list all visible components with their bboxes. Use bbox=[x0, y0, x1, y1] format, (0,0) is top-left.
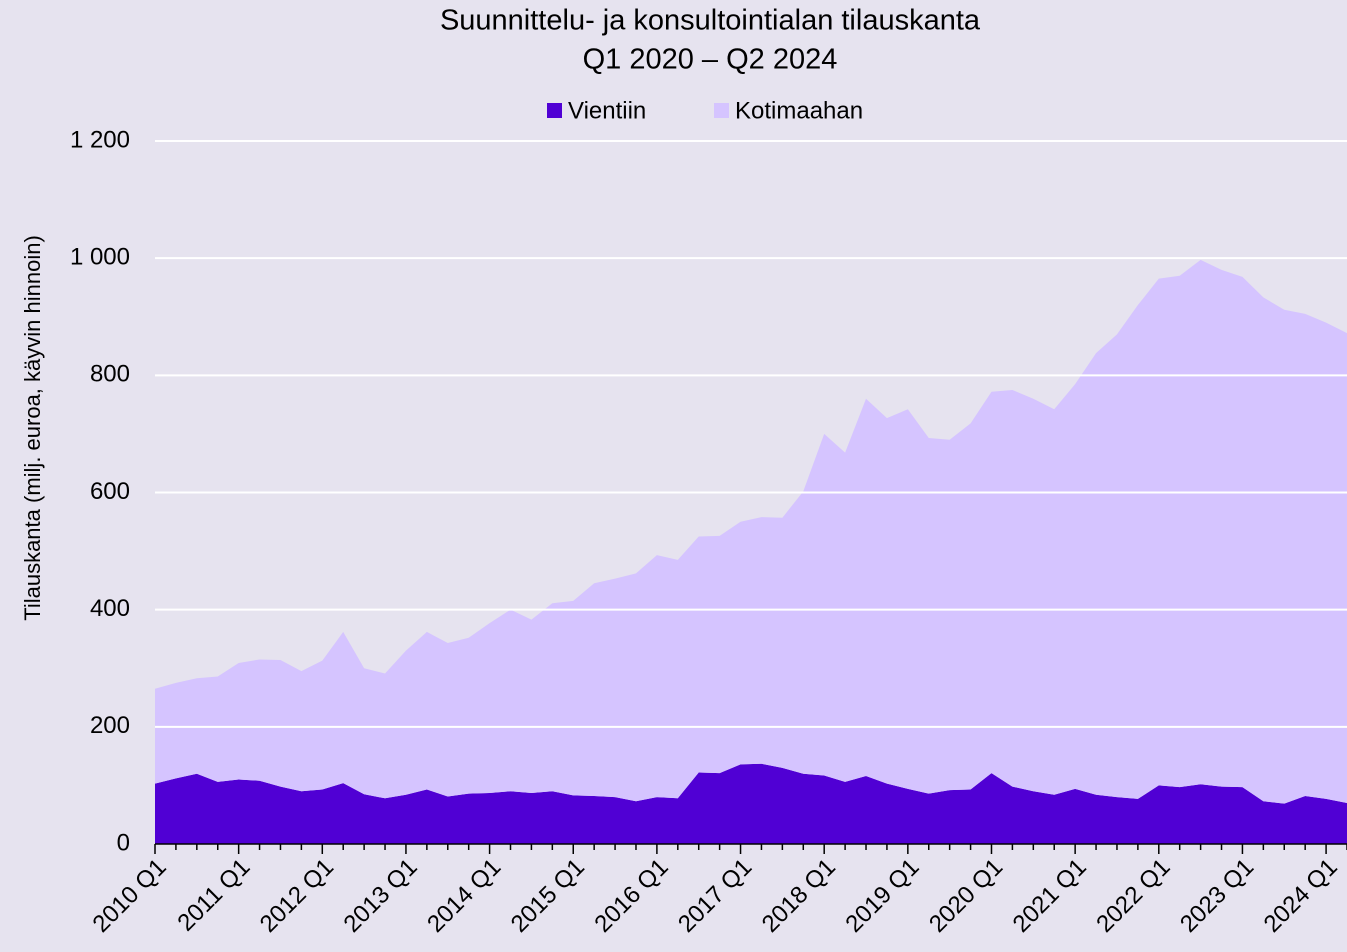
y-tick-label: 600 bbox=[90, 478, 130, 505]
legend-swatch bbox=[547, 103, 562, 118]
y-tick-label: 400 bbox=[90, 595, 130, 622]
y-tick-label: 200 bbox=[90, 712, 130, 739]
legend-label: Vientiin bbox=[568, 97, 646, 124]
legend-swatch bbox=[714, 103, 729, 118]
x-tick-label: 2013 Q1 bbox=[338, 854, 422, 938]
x-tick-label: 2018 Q1 bbox=[757, 854, 841, 938]
x-tick-label: 2011 Q1 bbox=[172, 854, 255, 937]
x-tick-label: 2016 Q1 bbox=[589, 854, 673, 938]
area bbox=[155, 259, 1347, 804]
x-tick-label: 2010 Q1 bbox=[88, 854, 172, 938]
area bbox=[155, 763, 1347, 844]
y-tick-label: 1 200 bbox=[70, 126, 130, 153]
x-tick-label: 2012 Q1 bbox=[255, 854, 339, 938]
x-tick-label: 2021 Q1 bbox=[1008, 854, 1092, 938]
x-tick-label: 2022 Q1 bbox=[1091, 854, 1175, 938]
x-tick-label: 2015 Q1 bbox=[506, 854, 590, 938]
y-axis-label: Tilauskanta (milj. euroa, käyvin hinnoin… bbox=[20, 235, 45, 621]
y-tick-label: 0 bbox=[117, 829, 130, 856]
x-tick-label: 2017 Q1 bbox=[673, 854, 757, 938]
x-tick-label: 2023 Q1 bbox=[1175, 854, 1259, 938]
y-tick-label: 1 000 bbox=[70, 244, 130, 271]
y-tick-label: 800 bbox=[90, 361, 130, 388]
x-tick-label: 2024 Q1 bbox=[1259, 854, 1343, 938]
x-tick-label: 2019 Q1 bbox=[840, 854, 924, 938]
x-tick-label: 2020 Q1 bbox=[924, 854, 1008, 938]
x-tick-label: 2014 Q1 bbox=[422, 854, 506, 938]
legend-label: Kotimaahan bbox=[735, 97, 863, 124]
chart-subtitle: Q1 2020 – Q2 2024 bbox=[583, 44, 838, 76]
chart-title: Suunnittelu- ja konsultointialan tilausk… bbox=[440, 5, 981, 37]
